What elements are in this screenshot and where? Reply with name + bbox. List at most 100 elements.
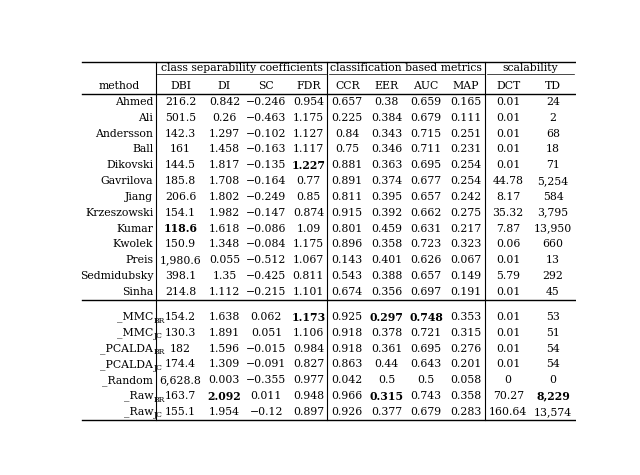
Text: 0.984: 0.984 <box>293 344 324 354</box>
Text: DI: DI <box>218 81 231 91</box>
Text: −0.249: −0.249 <box>246 192 287 202</box>
Text: 1.175: 1.175 <box>293 239 324 249</box>
Text: _Random: _Random <box>102 375 153 386</box>
Text: 0.811: 0.811 <box>292 271 324 281</box>
Text: 0.948: 0.948 <box>293 391 324 401</box>
Text: 0.143: 0.143 <box>332 255 363 265</box>
Text: 118.6: 118.6 <box>163 223 198 234</box>
Text: 1.101: 1.101 <box>292 287 324 297</box>
Text: 0.231: 0.231 <box>450 144 481 154</box>
Text: _MMC: _MMC <box>117 327 153 338</box>
Text: 0.626: 0.626 <box>410 255 442 265</box>
Text: 174.4: 174.4 <box>165 360 196 370</box>
Text: Sinha: Sinha <box>122 287 153 297</box>
Text: 0.38: 0.38 <box>374 97 399 107</box>
Text: 0.01: 0.01 <box>496 113 520 123</box>
Text: _PCALDA: _PCALDA <box>100 343 153 354</box>
Text: 161: 161 <box>170 144 191 154</box>
Text: 1.309: 1.309 <box>209 360 240 370</box>
Text: 0.01: 0.01 <box>496 255 520 265</box>
Text: 154.2: 154.2 <box>165 312 196 322</box>
Text: 45: 45 <box>546 287 560 297</box>
Text: 0.254: 0.254 <box>450 176 481 186</box>
Text: 53: 53 <box>546 312 560 322</box>
Text: 0.315: 0.315 <box>450 328 481 338</box>
Text: 44.78: 44.78 <box>493 176 524 186</box>
Text: 0: 0 <box>505 375 512 385</box>
Text: AUC: AUC <box>413 81 439 91</box>
Text: 0.631: 0.631 <box>410 224 442 234</box>
Text: class separability coefficients: class separability coefficients <box>161 64 323 74</box>
Text: 0.058: 0.058 <box>450 375 481 385</box>
Text: 0: 0 <box>550 375 557 385</box>
Text: 13,950: 13,950 <box>534 224 572 234</box>
Text: 51: 51 <box>546 328 560 338</box>
Text: 660: 660 <box>543 239 564 249</box>
Text: 13,574: 13,574 <box>534 407 572 417</box>
Text: 18: 18 <box>546 144 560 154</box>
Text: 0.679: 0.679 <box>410 407 442 417</box>
Text: 0.842: 0.842 <box>209 97 240 107</box>
Text: 0.715: 0.715 <box>410 129 442 139</box>
Text: 0.395: 0.395 <box>371 192 402 202</box>
Text: 0.165: 0.165 <box>450 97 481 107</box>
Text: 68: 68 <box>546 129 560 139</box>
Text: 292: 292 <box>543 271 563 281</box>
Text: 1.127: 1.127 <box>292 129 324 139</box>
Text: 1.982: 1.982 <box>209 208 240 218</box>
Text: 0.695: 0.695 <box>410 344 442 354</box>
Text: 0.003: 0.003 <box>209 375 240 385</box>
Text: −0.135: −0.135 <box>246 160 287 170</box>
Text: 0.863: 0.863 <box>332 360 363 370</box>
Text: 150.9: 150.9 <box>165 239 196 249</box>
Text: −0.164: −0.164 <box>246 176 287 186</box>
Text: 0.378: 0.378 <box>371 328 403 338</box>
Text: CCR: CCR <box>335 81 360 91</box>
Text: 0.217: 0.217 <box>450 224 481 234</box>
Text: 0.459: 0.459 <box>371 224 402 234</box>
Text: MAP: MAP <box>452 81 479 91</box>
Text: 0.06: 0.06 <box>496 239 520 249</box>
Text: 2: 2 <box>550 113 557 123</box>
Text: 5,254: 5,254 <box>538 176 568 186</box>
Text: Preis: Preis <box>125 255 153 265</box>
Text: 1.618: 1.618 <box>209 224 240 234</box>
Text: 0.01: 0.01 <box>496 144 520 154</box>
Text: 54: 54 <box>546 360 560 370</box>
Text: Kumar: Kumar <box>116 224 153 234</box>
Text: 0.067: 0.067 <box>450 255 481 265</box>
Text: _Raw: _Raw <box>124 407 153 417</box>
Text: 0.26: 0.26 <box>212 113 237 123</box>
Text: 0.297: 0.297 <box>370 312 404 323</box>
Text: 0.5: 0.5 <box>378 375 396 385</box>
Text: Ball: Ball <box>132 144 153 154</box>
Text: 0.042: 0.042 <box>332 375 363 385</box>
Text: 8.17: 8.17 <box>496 192 520 202</box>
Text: 1.954: 1.954 <box>209 407 240 417</box>
Text: EER: EER <box>374 81 399 91</box>
Text: 0.84: 0.84 <box>335 129 359 139</box>
Text: 13: 13 <box>546 255 560 265</box>
Text: 1.09: 1.09 <box>296 224 321 234</box>
Text: 3,795: 3,795 <box>538 208 568 218</box>
Text: BR: BR <box>154 396 165 404</box>
Text: −0.102: −0.102 <box>246 129 287 139</box>
Text: 0.392: 0.392 <box>371 208 403 218</box>
Text: 0.918: 0.918 <box>332 328 363 338</box>
Text: 0.315: 0.315 <box>369 390 404 401</box>
Text: 0.44: 0.44 <box>374 360 399 370</box>
Text: 1.106: 1.106 <box>292 328 324 338</box>
Text: FDR: FDR <box>296 81 321 91</box>
Text: 185.8: 185.8 <box>165 176 196 186</box>
Text: 5.79: 5.79 <box>496 271 520 281</box>
Text: 1,980.6: 1,980.6 <box>159 255 202 265</box>
Text: 0.377: 0.377 <box>371 407 402 417</box>
Text: 6,628.8: 6,628.8 <box>159 375 202 385</box>
Text: −0.015: −0.015 <box>246 344 287 354</box>
Text: 0.827: 0.827 <box>292 360 324 370</box>
Text: 0.743: 0.743 <box>410 391 442 401</box>
Text: 1.348: 1.348 <box>209 239 240 249</box>
Text: 163.7: 163.7 <box>165 391 196 401</box>
Text: 398.1: 398.1 <box>165 271 196 281</box>
Text: 0.897: 0.897 <box>293 407 324 417</box>
